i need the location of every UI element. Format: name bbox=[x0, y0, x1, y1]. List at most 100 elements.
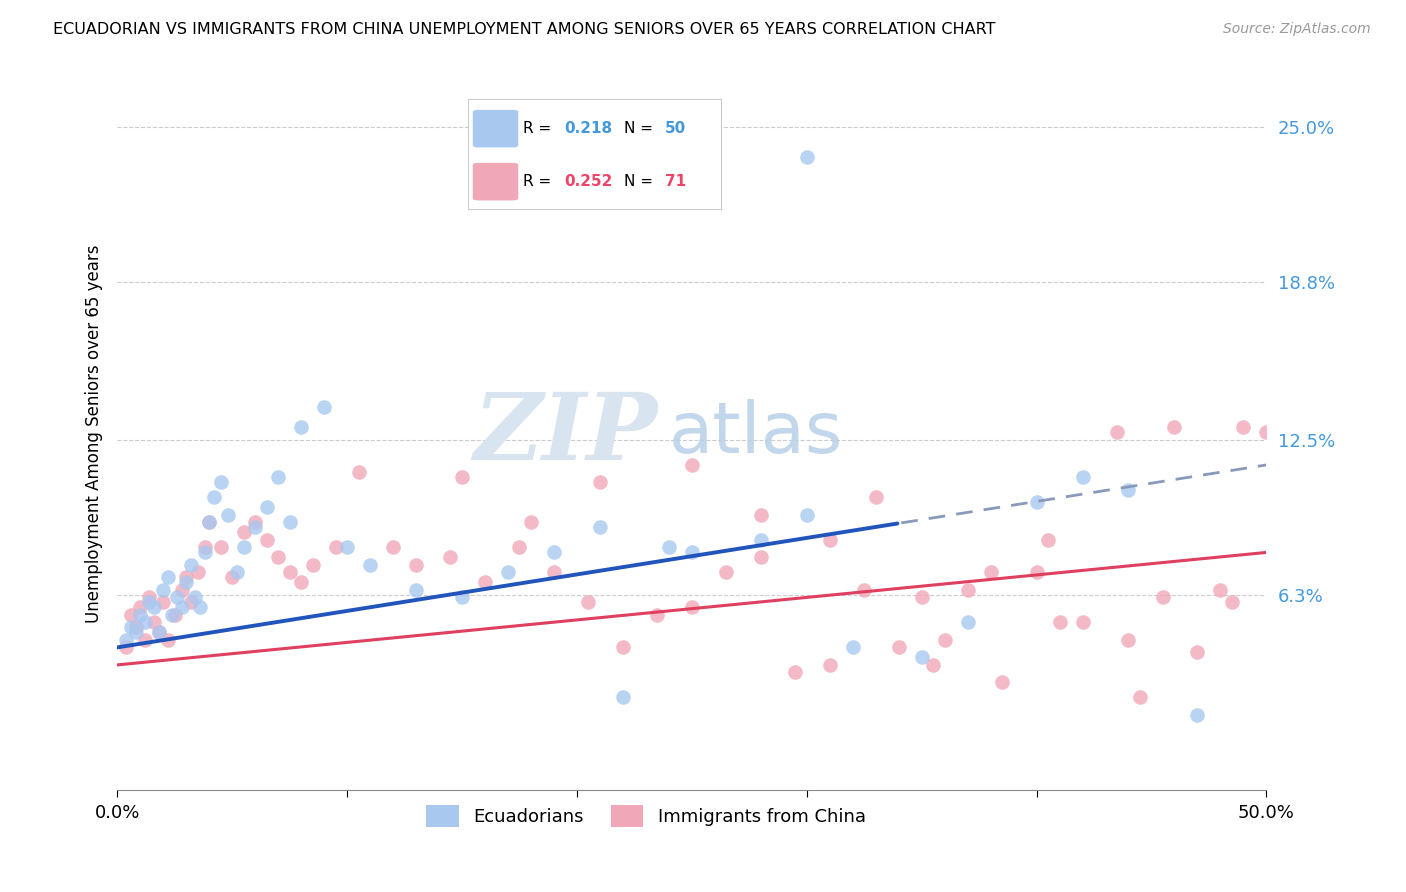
Point bbox=[785, 665, 807, 680]
Point bbox=[124, 620, 146, 634]
Point bbox=[217, 508, 239, 522]
Point bbox=[180, 595, 202, 609]
Point bbox=[980, 566, 1002, 580]
Point bbox=[198, 516, 221, 530]
Point bbox=[1118, 483, 1140, 497]
Point bbox=[221, 570, 243, 584]
Point bbox=[336, 541, 359, 555]
Text: ECUADORIAN VS IMMIGRANTS FROM CHINA UNEMPLOYMENT AMONG SENIORS OVER 65 YEARS COR: ECUADORIAN VS IMMIGRANTS FROM CHINA UNEM… bbox=[53, 22, 995, 37]
Point bbox=[865, 491, 887, 505]
Point bbox=[508, 541, 530, 555]
Point bbox=[138, 595, 160, 609]
Point bbox=[405, 558, 427, 572]
Point bbox=[163, 607, 186, 622]
Point bbox=[818, 533, 841, 547]
Point bbox=[451, 470, 474, 484]
Point bbox=[174, 575, 197, 590]
Point bbox=[180, 558, 202, 572]
Point bbox=[887, 640, 910, 655]
Point bbox=[991, 675, 1014, 690]
Point bbox=[841, 640, 863, 655]
Point bbox=[451, 591, 474, 605]
Point bbox=[134, 615, 156, 630]
Point bbox=[129, 600, 152, 615]
Point bbox=[911, 650, 934, 665]
Point bbox=[1209, 582, 1232, 597]
Point bbox=[301, 558, 323, 572]
Point bbox=[152, 595, 174, 609]
Point bbox=[278, 566, 301, 580]
Point bbox=[115, 640, 138, 655]
Point bbox=[1025, 495, 1047, 509]
Point bbox=[1071, 470, 1094, 484]
Point bbox=[209, 541, 232, 555]
Legend: Ecuadorians, Immigrants from China: Ecuadorians, Immigrants from China bbox=[419, 797, 873, 834]
Point bbox=[184, 591, 207, 605]
Point bbox=[1049, 615, 1071, 630]
Text: ZIP: ZIP bbox=[472, 389, 658, 479]
Point bbox=[256, 500, 278, 515]
Point bbox=[405, 582, 427, 597]
Point bbox=[143, 600, 166, 615]
Point bbox=[120, 620, 142, 634]
Point bbox=[716, 566, 738, 580]
Point bbox=[156, 570, 179, 584]
Point bbox=[325, 541, 347, 555]
Point bbox=[520, 516, 543, 530]
Point bbox=[170, 600, 193, 615]
Point bbox=[1036, 533, 1059, 547]
Point bbox=[359, 558, 381, 572]
Point bbox=[796, 508, 818, 522]
Point bbox=[749, 533, 772, 547]
Point bbox=[225, 566, 247, 580]
Point bbox=[188, 600, 211, 615]
Point bbox=[681, 545, 703, 559]
Point bbox=[232, 541, 254, 555]
Point bbox=[647, 607, 669, 622]
Point bbox=[198, 516, 221, 530]
Point bbox=[1163, 420, 1185, 434]
Point bbox=[267, 550, 290, 565]
Point bbox=[290, 420, 312, 434]
Point bbox=[612, 690, 634, 705]
Point bbox=[243, 520, 266, 534]
Point bbox=[589, 475, 612, 490]
Point bbox=[170, 582, 193, 597]
Point bbox=[134, 632, 156, 647]
Point bbox=[1187, 707, 1209, 722]
Point bbox=[115, 632, 138, 647]
Point bbox=[174, 570, 197, 584]
Point bbox=[681, 458, 703, 472]
Point bbox=[267, 470, 290, 484]
Point bbox=[290, 575, 312, 590]
Text: atlas: atlas bbox=[669, 400, 844, 468]
Point bbox=[543, 545, 565, 559]
Point bbox=[347, 466, 370, 480]
Point bbox=[439, 550, 461, 565]
Point bbox=[1220, 595, 1243, 609]
Text: Source: ZipAtlas.com: Source: ZipAtlas.com bbox=[1223, 22, 1371, 37]
Point bbox=[1071, 615, 1094, 630]
Point bbox=[166, 591, 188, 605]
Point bbox=[152, 582, 174, 597]
Point bbox=[256, 533, 278, 547]
Point bbox=[1118, 632, 1140, 647]
Point bbox=[278, 516, 301, 530]
Point bbox=[818, 657, 841, 672]
Point bbox=[922, 657, 945, 672]
Point bbox=[148, 625, 170, 640]
Point bbox=[474, 575, 496, 590]
Y-axis label: Unemployment Among Seniors over 65 years: Unemployment Among Seniors over 65 years bbox=[86, 244, 103, 623]
Point bbox=[312, 401, 335, 415]
Point bbox=[1256, 425, 1278, 440]
Point bbox=[749, 550, 772, 565]
Point bbox=[162, 607, 184, 622]
Point bbox=[1105, 425, 1128, 440]
Point bbox=[681, 600, 703, 615]
Point bbox=[209, 475, 232, 490]
Point bbox=[956, 615, 979, 630]
Point bbox=[796, 150, 818, 164]
Point bbox=[853, 582, 876, 597]
Point bbox=[232, 525, 254, 540]
Point bbox=[658, 541, 681, 555]
